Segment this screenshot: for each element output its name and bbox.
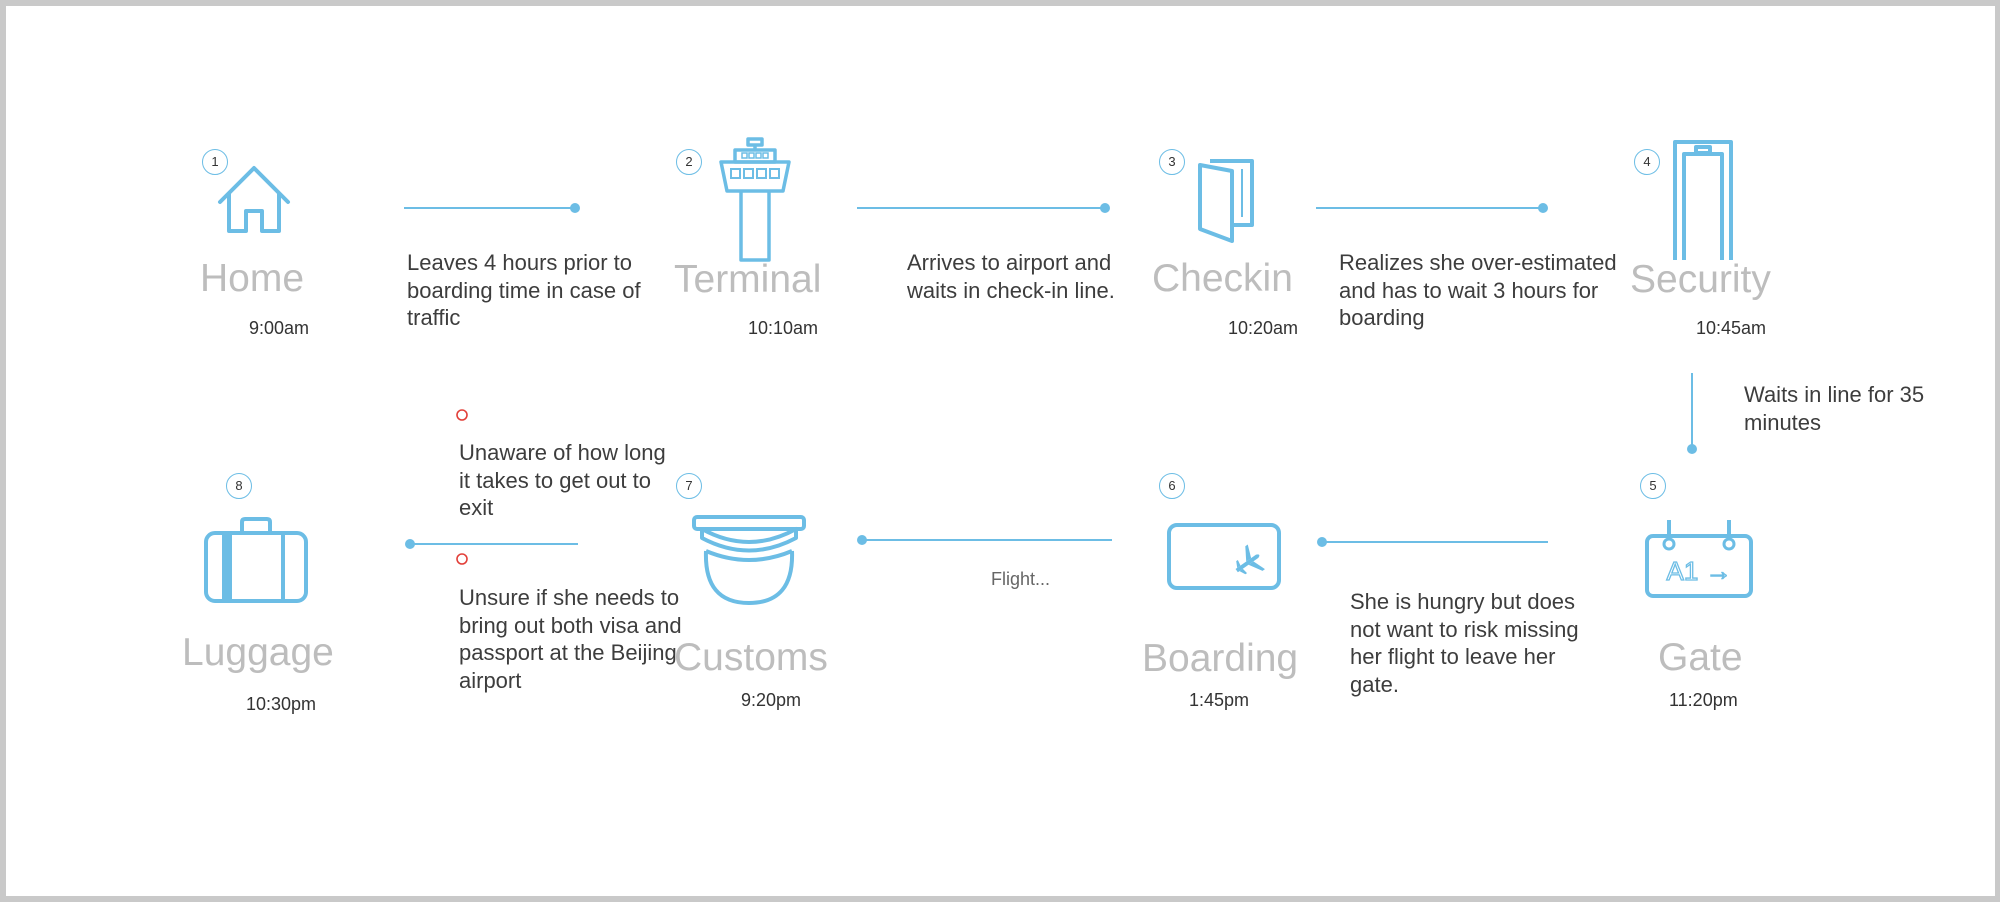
officer-cap-icon: [692, 515, 806, 605]
step-number-badge: 6: [1159, 473, 1185, 499]
security-gate-icon: [1673, 140, 1733, 260]
step-time-customs: 9:20pm: [741, 690, 802, 710]
step-title-customs: Customs: [674, 636, 828, 679]
step-time-boarding: 1:45pm: [1189, 690, 1250, 710]
connector-lines: [404, 203, 1697, 565]
alert-marker-1: [456, 409, 468, 421]
step-title-luggage: Luggage: [182, 631, 334, 674]
step-title-terminal: Terminal: [674, 258, 822, 301]
step-number-badge: 1: [202, 149, 228, 175]
step-number-badge: 5: [1640, 473, 1666, 499]
note-checkin-security: Realizes she over-estimated and has to w…: [1339, 250, 1617, 330]
step-time-checkin: 10:20am: [1228, 318, 1299, 338]
note-gate-boarding: She is hungry but does not want to risk …: [1350, 589, 1579, 697]
control-tower-icon: [719, 137, 791, 262]
step-number-badge: 4: [1634, 149, 1660, 175]
step-time-home: 9:00am: [249, 318, 310, 338]
door-icon: [1198, 159, 1254, 243]
step-time-terminal: 10:10am: [748, 318, 819, 338]
step-number-badge: 3: [1159, 149, 1185, 175]
boarding-pass-icon: [1167, 523, 1281, 590]
note-boarding-customs: Flight...: [991, 569, 1051, 589]
gate-sign-icon: A1 →: [1645, 520, 1753, 598]
step-title-home: Home: [200, 257, 305, 300]
house-icon: [218, 166, 290, 233]
suitcase-icon: [204, 517, 308, 603]
step-time-gate: 11:20pm: [1669, 690, 1738, 710]
note-home-terminal: Leaves 4 hours prior to boarding time in…: [407, 250, 641, 330]
step-title-checkin: Checkin: [1152, 257, 1293, 300]
step-number-badge: 8: [226, 473, 252, 499]
note-customs-luggage-2: Unsure if she needs to bring out both vi…: [459, 585, 682, 693]
step-title-boarding: Boarding: [1142, 637, 1299, 680]
step-time-luggage: 10:30pm: [246, 694, 317, 714]
journey-map-canvas: 1 Home 9:00am 2 Terminal 10:10am 3: [6, 6, 1995, 896]
note-security-gate: Waits in line for 35 minutes: [1744, 382, 1925, 435]
note-customs-luggage-1: Unaware of how long it takes to get out …: [459, 440, 666, 520]
alert-marker-2: [456, 553, 468, 565]
gate-sign-text: A1 →: [1666, 556, 1731, 586]
step-title-security: Security: [1630, 258, 1771, 301]
step-time-security: 10:45am: [1696, 318, 1767, 338]
note-terminal-checkin: Arrives to airport and waits in check-in…: [907, 250, 1115, 303]
step-number-badge: 2: [676, 149, 702, 175]
step-title-gate: Gate: [1658, 636, 1743, 679]
step-number-badge: 7: [676, 473, 702, 499]
